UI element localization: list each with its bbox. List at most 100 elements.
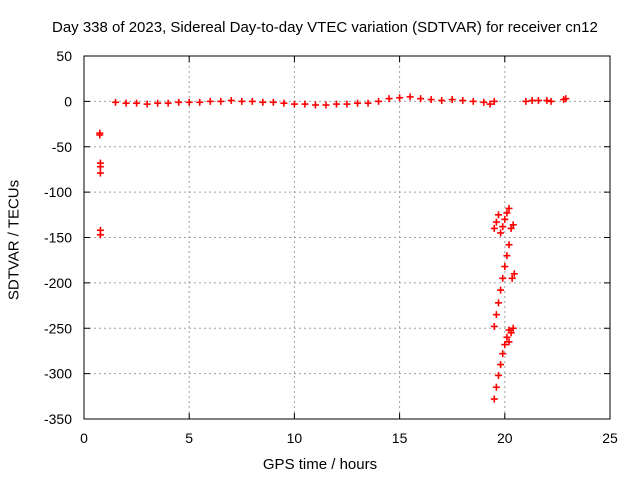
data-point bbox=[469, 97, 477, 105]
data-point bbox=[417, 95, 425, 103]
y-tick-label: -200 bbox=[44, 275, 72, 291]
data-point bbox=[499, 274, 507, 282]
data-point bbox=[322, 101, 330, 109]
data-point bbox=[501, 215, 509, 223]
data-point bbox=[499, 350, 507, 358]
data-point bbox=[486, 100, 494, 108]
data-point bbox=[503, 209, 511, 217]
data-point bbox=[427, 96, 435, 104]
data-point bbox=[480, 98, 488, 106]
data-point bbox=[248, 97, 256, 105]
data-point bbox=[175, 98, 183, 106]
data-point bbox=[497, 361, 505, 369]
data-point bbox=[354, 99, 362, 107]
y-tick-label: -100 bbox=[44, 184, 72, 200]
data-point bbox=[343, 100, 351, 108]
data-point bbox=[522, 97, 530, 105]
data-point bbox=[375, 97, 383, 105]
y-axis-ticks: 50 0 -50 -100 -150 -200 -250 -300 -350 bbox=[44, 48, 610, 427]
data-point bbox=[494, 211, 502, 219]
data-point bbox=[505, 338, 513, 346]
data-point bbox=[501, 263, 509, 271]
data-point bbox=[494, 371, 502, 379]
x-tick-label: 25 bbox=[602, 430, 618, 446]
y-tick-label: -50 bbox=[52, 139, 72, 155]
y-tick-label: -150 bbox=[44, 230, 72, 246]
data-point bbox=[507, 329, 515, 337]
data-point bbox=[459, 96, 467, 104]
data-point bbox=[164, 99, 172, 107]
data-point bbox=[364, 99, 372, 107]
data-point bbox=[505, 204, 513, 212]
data-point bbox=[259, 98, 267, 106]
data-point bbox=[492, 218, 500, 226]
x-tick-label: 5 bbox=[185, 430, 193, 446]
data-point bbox=[509, 221, 517, 229]
x-tick-label: 10 bbox=[287, 430, 303, 446]
grid-lines bbox=[84, 56, 610, 419]
data-point bbox=[396, 94, 404, 102]
data-point bbox=[490, 322, 498, 330]
data-point bbox=[492, 311, 500, 319]
data-point bbox=[438, 96, 446, 104]
data-point bbox=[499, 223, 507, 231]
data-point bbox=[503, 333, 511, 341]
data-point bbox=[217, 97, 225, 105]
data-point bbox=[528, 96, 536, 104]
y-tick-label: -250 bbox=[44, 320, 72, 336]
x-axis-ticks: 0 5 10 15 20 25 bbox=[80, 56, 618, 446]
data-point bbox=[301, 100, 309, 108]
data-point bbox=[490, 395, 498, 403]
data-point bbox=[547, 97, 555, 105]
data-point bbox=[510, 270, 518, 278]
x-tick-label: 20 bbox=[497, 430, 513, 446]
data-point bbox=[238, 97, 246, 105]
y-tick-label: 0 bbox=[64, 93, 72, 109]
data-point bbox=[122, 99, 130, 107]
data-point bbox=[562, 95, 570, 103]
data-point bbox=[497, 229, 505, 237]
y-axis-label: SDTVAR / TECUs bbox=[5, 179, 23, 301]
data-point bbox=[501, 341, 509, 349]
plot-frame bbox=[83, 55, 611, 420]
data-point bbox=[96, 131, 104, 139]
x-axis-label: GPS time / hours bbox=[262, 456, 378, 473]
data-point bbox=[311, 101, 319, 109]
y-tick-label: -300 bbox=[44, 366, 72, 382]
data-point bbox=[509, 324, 517, 332]
data-point bbox=[290, 100, 298, 108]
data-point bbox=[492, 383, 500, 391]
data-point bbox=[332, 100, 340, 108]
data-point bbox=[490, 97, 498, 105]
data-point bbox=[490, 224, 498, 232]
data-point bbox=[154, 99, 162, 107]
data-point bbox=[96, 231, 104, 239]
x-tick-label: 0 bbox=[80, 430, 88, 446]
data-point bbox=[494, 299, 502, 307]
data-point bbox=[497, 286, 505, 294]
chart-title: Day 338 of 2023, Sidereal Day-to-day VTE… bbox=[52, 19, 598, 36]
data-point bbox=[227, 96, 235, 104]
data-point bbox=[503, 252, 511, 260]
data-point bbox=[534, 96, 542, 104]
data-point bbox=[280, 99, 288, 107]
data-point bbox=[507, 224, 515, 232]
data-point bbox=[143, 100, 151, 108]
data-point bbox=[96, 163, 104, 171]
data-point bbox=[269, 98, 277, 106]
data-point bbox=[112, 98, 120, 106]
data-point bbox=[96, 169, 104, 177]
data-point bbox=[505, 241, 513, 249]
data-point bbox=[543, 96, 551, 104]
data-point bbox=[385, 95, 393, 103]
data-point bbox=[206, 97, 214, 105]
x-tick-label: 15 bbox=[392, 430, 408, 446]
data-points bbox=[96, 93, 570, 403]
data-point bbox=[196, 98, 204, 106]
data-point bbox=[185, 98, 193, 106]
y-tick-label: 50 bbox=[56, 48, 72, 64]
data-point bbox=[448, 96, 456, 104]
y-tick-label: -350 bbox=[44, 411, 72, 427]
data-point bbox=[133, 99, 141, 107]
